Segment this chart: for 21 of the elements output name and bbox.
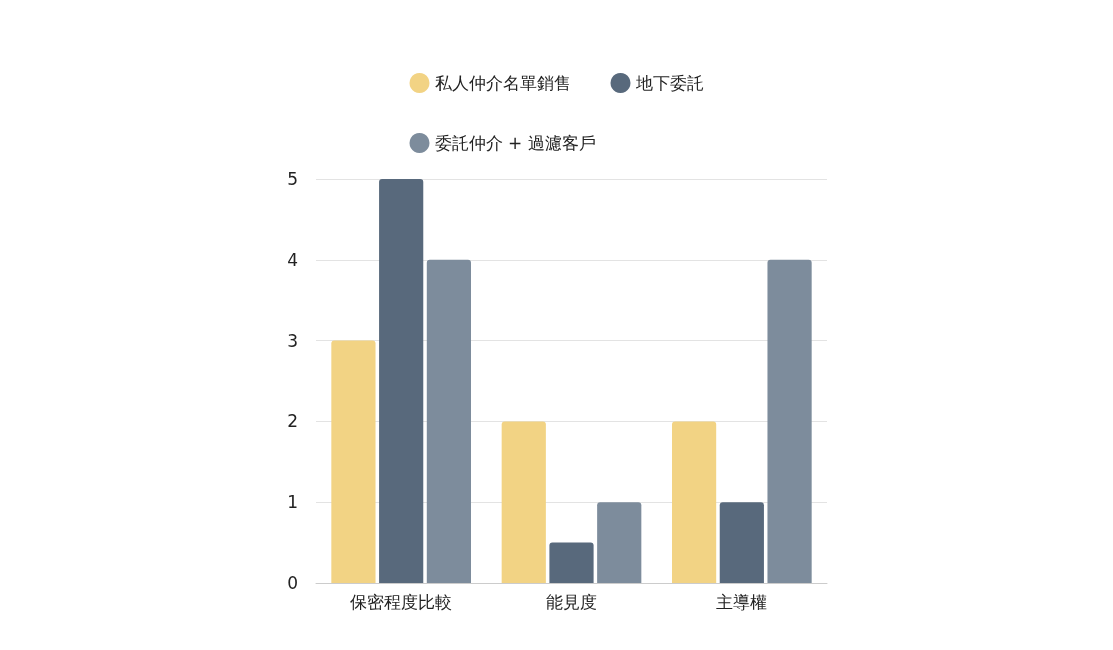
- bar: [767, 259, 812, 583]
- bar: [426, 259, 471, 583]
- y-tick-label: 0: [287, 573, 298, 593]
- bar: [501, 421, 546, 583]
- x-tick-label: 主導權: [716, 591, 768, 612]
- y-tick-label: 4: [287, 249, 298, 270]
- legend-label: 委託仲介 + 過濾客戶: [434, 133, 596, 153]
- bar: [379, 179, 424, 583]
- legend-label: 地下委託: [634, 73, 704, 93]
- y-tick-label: 2: [287, 411, 298, 432]
- bar: [672, 421, 717, 583]
- bar: [597, 502, 642, 583]
- bar: [549, 542, 594, 583]
- x-tick-label: 保密程度比較: [350, 591, 453, 612]
- x-tick-label: 能見度: [546, 591, 597, 612]
- y-tick-label: 5: [287, 169, 298, 189]
- y-tick-label: 1: [287, 492, 298, 513]
- legend-label: 私人仲介名單銷售: [434, 73, 571, 93]
- y-tick-label: 3: [287, 330, 298, 351]
- bar: [719, 502, 764, 583]
- bar: [331, 340, 376, 583]
